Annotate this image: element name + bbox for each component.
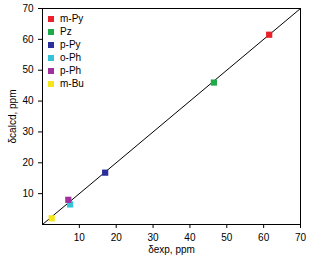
svg-text:50: 50: [221, 232, 233, 243]
html-text:m-Bu: m-Bu: [60, 78, 84, 89]
svg-text:60: 60: [22, 34, 34, 45]
svg-text:70: 70: [22, 3, 34, 14]
html-text:p-Ph: p-Ph: [60, 65, 82, 76]
svg-text:30: 30: [22, 126, 34, 137]
svg-text:10: 10: [22, 188, 34, 199]
svg-text:20: 20: [111, 232, 123, 243]
html-text:Pz: Pz: [60, 26, 72, 37]
svg-text:10: 10: [74, 232, 86, 243]
svg-text:20: 20: [22, 157, 34, 168]
svg-text:50: 50: [22, 64, 34, 75]
svg-text:70: 70: [295, 232, 307, 243]
svg-text:40: 40: [184, 232, 196, 243]
html-text:p-Py: p-Py: [60, 39, 81, 50]
svg-text:40: 40: [22, 95, 34, 106]
svg-text:60: 60: [258, 232, 270, 243]
html-text:o-Ph: o-Ph: [60, 52, 82, 63]
svg-text:δexp, ppm: δexp, ppm: [148, 244, 195, 255]
svg-text:δcalcd, ppm: δcalcd, ppm: [7, 90, 18, 144]
svg-text:30: 30: [148, 232, 160, 243]
html-text:m-Py: m-Py: [60, 13, 84, 24]
